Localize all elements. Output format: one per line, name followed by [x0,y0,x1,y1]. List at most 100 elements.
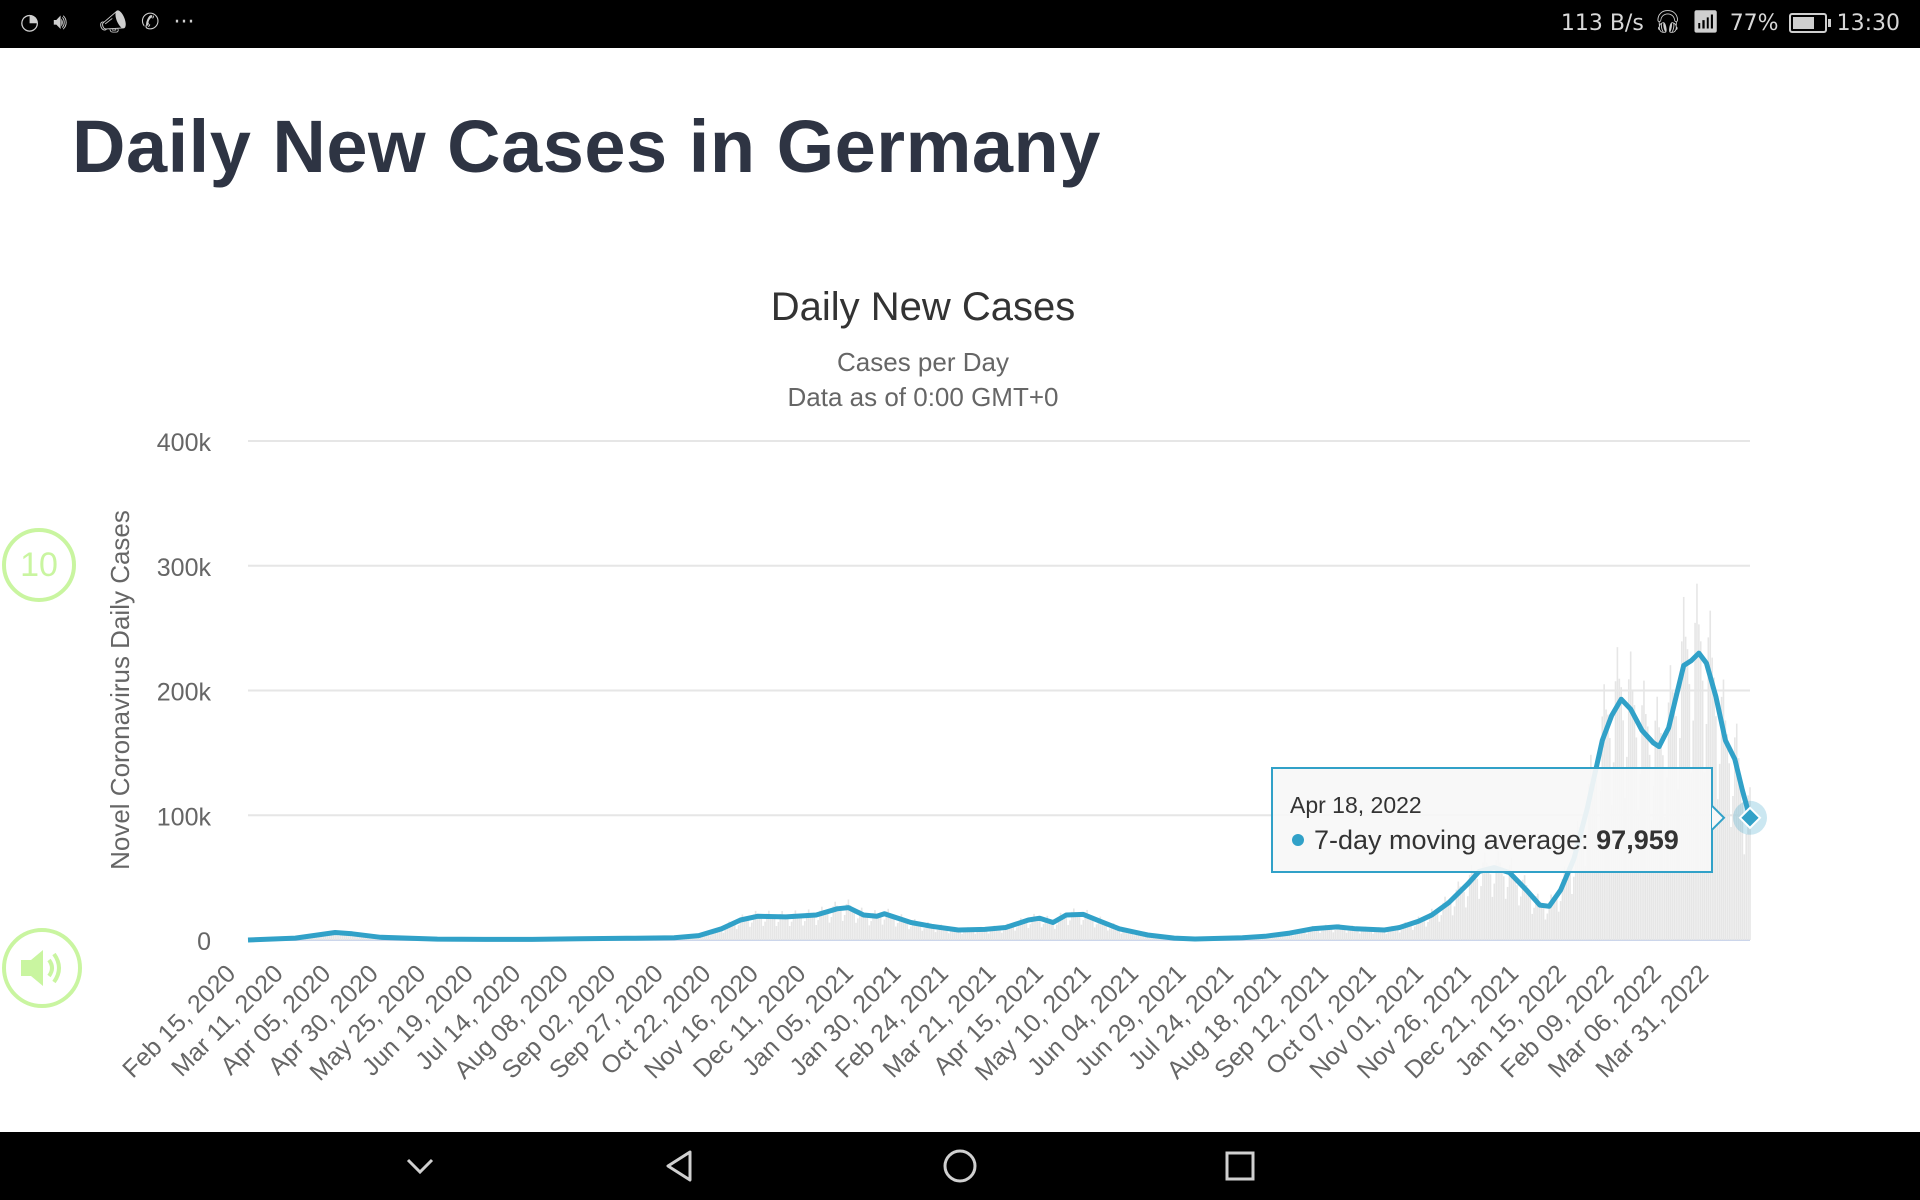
daily-bar [874,910,876,940]
daily-bar [1584,865,1587,940]
daily-bar [351,936,353,940]
daily-bar [762,925,764,940]
daily-bar [866,917,869,940]
daily-bar [851,907,854,940]
daily-bar [1521,879,1524,940]
daily-bar [1074,912,1077,940]
daily-bar [1404,922,1407,940]
daily-bar [1016,927,1018,940]
daily-bar [1048,919,1050,940]
daily-bar [1565,870,1568,940]
daily-bar [1531,913,1533,940]
daily-bar [1313,927,1316,940]
daily-bar [1427,921,1429,940]
daily-bar [1412,929,1414,940]
daily-bar [1076,913,1079,940]
daily-bar [889,913,891,940]
daily-bar [997,927,999,940]
daily-bar [1118,929,1121,940]
daily-bar [1749,787,1751,940]
daily-bar [1360,931,1363,940]
daily-bar [1343,928,1346,940]
speed-overlay-button[interactable]: 10 [2,528,76,602]
recent-apps-icon[interactable] [1220,1146,1260,1186]
daily-bar [1502,876,1505,940]
daily-bar [741,914,744,940]
daily-bar [1393,927,1395,940]
daily-bar [1332,932,1335,940]
daily-bar [847,899,850,940]
headset-icon: 🎧︎ [1653,10,1682,35]
daily-bar [1107,930,1109,940]
daily-bar [1529,898,1532,940]
daily-bar [1012,926,1015,940]
sound-overlay-button[interactable] [2,928,82,1008]
daily-bar [707,933,710,940]
daily-bar [828,922,831,940]
megaphone-icon: 📣︎ [99,10,128,35]
daily-bar [760,918,763,940]
daily-bar [1084,912,1086,940]
daily-bar [991,927,994,940]
daily-bar [1497,851,1499,940]
daily-bar [925,923,927,940]
daily-bar [1535,896,1537,940]
daily-bar [1268,936,1270,940]
daily-bar [1067,924,1069,940]
daily-bar [1436,913,1439,940]
daily-bar [728,921,730,940]
daily-bar [1508,864,1511,940]
daily-bar [983,928,986,940]
daily-bar [1321,930,1323,940]
daily-bar [1004,926,1007,940]
daily-bar [1357,929,1359,940]
daily-bar [766,913,768,940]
back-icon[interactable] [660,1146,700,1186]
daily-bar [1129,930,1132,940]
daily-bar [332,932,335,940]
home-icon[interactable] [940,1146,980,1186]
tooltip-series-label: 7-day moving average: [1314,825,1596,855]
daily-bar [840,910,842,940]
daily-bar [953,926,956,940]
hide-navbar-icon[interactable] [400,1146,440,1186]
daily-bar [1432,911,1435,940]
daily-bar [1724,720,1727,940]
daily-bar [1116,927,1119,940]
daily-bar [1073,908,1075,940]
daily-bar [815,925,818,940]
daily-bar [963,932,965,940]
daily-bar [787,918,789,940]
daily-bar [1288,932,1291,940]
daily-bar [1523,875,1526,940]
daily-bar [904,919,907,940]
daily-bar [1133,935,1136,940]
daily-bar [1109,928,1111,940]
daily-bar [1544,919,1547,940]
daily-bar [1379,928,1382,940]
daily-bar [1493,883,1496,940]
daily-bar [961,933,963,940]
daily-bar [1408,923,1410,940]
daily-bar [756,913,759,940]
daily-bar [696,937,698,940]
daily-bar [841,920,844,940]
daily-bar [1495,859,1497,940]
daily-bar [1552,897,1554,940]
daily-bar [1423,920,1426,940]
daily-bar [1389,927,1391,940]
daily-bar [745,917,747,940]
daily-bar [1396,928,1399,940]
daily-bar [1578,827,1581,940]
daily-bar [1029,924,1032,940]
daily-bar [972,930,975,940]
speaker-icon [21,950,61,986]
daily-bar [1444,896,1446,940]
daily-bar [1398,932,1401,940]
daily-bar [1103,921,1105,940]
daily-bar [1463,891,1465,940]
daily-bar [1018,921,1020,940]
daily-bar [1037,917,1039,940]
daily-bar [345,932,348,940]
daily-bar [1538,901,1541,940]
